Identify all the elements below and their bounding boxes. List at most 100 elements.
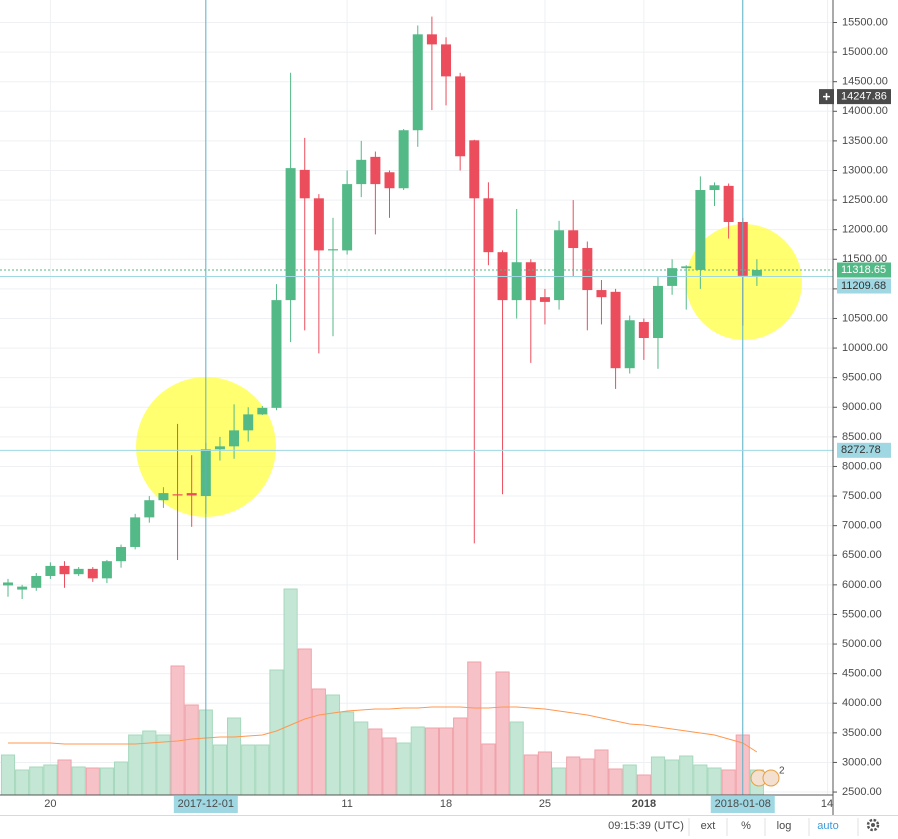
volume-bar: [424, 727, 439, 796]
volume-bar: [212, 744, 228, 796]
candle-body: [87, 568, 98, 579]
candle-body: [101, 561, 112, 579]
candle-body: [455, 76, 466, 157]
volume-ma-line: [8, 706, 758, 753]
candle-body: [214, 446, 225, 450]
candle-body: [3, 582, 13, 586]
y-tick-label: 15000.00: [842, 46, 888, 58]
status-bar: [0, 815, 898, 839]
y-tick-label: 4000.00: [842, 697, 882, 709]
volume-bar: [15, 769, 30, 796]
price-label: 11318.65: [841, 264, 886, 276]
candle-body: [327, 249, 338, 251]
toolbar-button[interactable]: auto: [817, 820, 838, 832]
candle-body: [511, 262, 522, 301]
plus-icon[interactable]: [823, 93, 830, 101]
candle-body: [539, 297, 550, 302]
y-tick-label: 15500.00: [842, 16, 888, 28]
settings-button[interactable]: [866, 818, 880, 832]
y-tick-label: 13500.00: [842, 135, 888, 147]
candle-body: [638, 322, 649, 339]
y-tick-label: 6500.00: [842, 549, 882, 561]
candle-body: [384, 172, 395, 189]
volume-bar: [636, 774, 651, 796]
price-label-bg: [837, 262, 891, 278]
candle-body: [681, 266, 692, 269]
y-tick-label: 14000.00: [842, 105, 888, 117]
volume-bar: [537, 751, 553, 796]
price-label-bg: [837, 89, 891, 105]
candle-body: [257, 407, 268, 415]
volume-bar: [721, 769, 736, 796]
volume-bar: [438, 727, 454, 796]
volume-bar: [665, 759, 680, 796]
y-tick-label: 10500.00: [842, 312, 888, 324]
x-tick-label: 2018: [632, 798, 656, 810]
y-tick-label: 8500.00: [842, 431, 882, 443]
volume-bar: [71, 766, 86, 796]
y-tick-label: 7000.00: [842, 520, 882, 532]
volume-bar: [156, 734, 171, 796]
candle-body: [596, 290, 607, 298]
volume-bar: [650, 756, 666, 796]
candle-body: [426, 34, 437, 45]
volume-bar: [481, 743, 496, 796]
volume-bar: [255, 744, 270, 796]
volume-bar: [354, 721, 369, 796]
y-tick-label: 11500.00: [842, 253, 887, 265]
volume-bar: [552, 767, 567, 796]
candle-body: [398, 130, 409, 189]
candle-body: [130, 517, 141, 547]
volume-bar: [297, 648, 312, 796]
x-tick-label: 11: [341, 798, 352, 810]
candle-body: [299, 169, 310, 199]
candle-body: [285, 168, 296, 301]
volume-bar: [57, 759, 72, 796]
candle-body: [172, 494, 183, 496]
volume-bar: [340, 711, 355, 796]
y-tick-label: 13000.00: [842, 164, 888, 176]
price-label: 8272.78: [841, 444, 881, 456]
volume-bar: [382, 737, 397, 796]
candle-body: [342, 184, 353, 251]
y-tick-label: 7500.00: [842, 490, 882, 502]
volume-bar: [509, 721, 524, 796]
candle-body: [582, 248, 593, 291]
compare-icons: 2: [750, 766, 785, 787]
volume-bar: [85, 767, 100, 796]
volume-bar: [410, 726, 425, 796]
volume-bar: [283, 588, 298, 796]
volume-bar: [227, 717, 242, 796]
y-tick-label: 4500.00: [842, 668, 882, 680]
badge: 2: [779, 766, 785, 777]
volume-bar: [396, 742, 411, 796]
candle-body: [610, 291, 621, 369]
clock: 09:15:39 (UTC): [608, 820, 684, 832]
candle-body: [45, 565, 56, 576]
volume-bar: [325, 694, 341, 796]
toolbar-button[interactable]: log: [777, 820, 792, 832]
candle-body: [441, 44, 452, 77]
volume-bar: [566, 756, 581, 796]
candle-body: [652, 285, 663, 339]
volume-bar: [241, 744, 256, 796]
x-tick-label: 2018-01-08: [715, 798, 771, 810]
volume-bar: [142, 730, 157, 796]
x-tick-label: 25: [539, 798, 551, 810]
toolbar-button[interactable]: %: [741, 820, 751, 832]
candle-body: [695, 190, 706, 270]
volume-bar: [679, 755, 694, 796]
toolbar-button[interactable]: ext: [701, 820, 716, 832]
highlight-label-bg: [710, 796, 775, 813]
candle-body: [370, 156, 381, 185]
price-label: 14247.86: [841, 91, 887, 103]
highlight-circle: [686, 224, 802, 340]
candle-body: [525, 262, 536, 301]
flag-icon: [762, 769, 780, 787]
gear-icon[interactable]: [866, 818, 880, 832]
candle-body: [17, 586, 28, 590]
volume-bar: [523, 754, 538, 796]
volume-bar: [453, 717, 468, 796]
